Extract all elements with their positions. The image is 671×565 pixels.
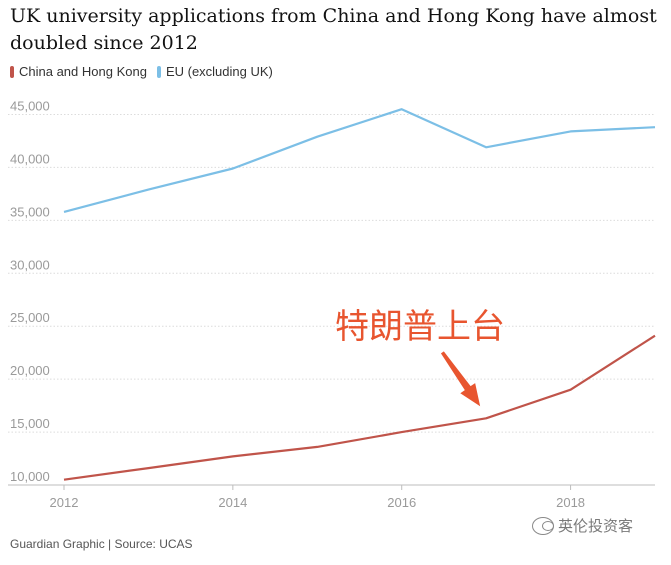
x-tick-label: 2012 bbox=[50, 495, 79, 510]
series-line-eu bbox=[63, 108, 656, 213]
y-axis: 10,000 15,000 20,000 25,000 30,000 35,000 40,0… bbox=[10, 98, 50, 484]
series-line-china bbox=[63, 334, 656, 481]
y-tick-label: 15,000 bbox=[10, 416, 50, 431]
legend-swatch-china bbox=[10, 65, 14, 78]
annotation-text: 特朗普上台 bbox=[335, 307, 505, 347]
watermark: 英伦投资客 bbox=[532, 515, 633, 536]
y-tick-label: 10,000 bbox=[10, 469, 50, 484]
legend-label-eu: EU (excluding UK) bbox=[165, 64, 273, 79]
y-tick-label: 30,000 bbox=[10, 257, 50, 272]
annotation: 特朗普上台 bbox=[335, 307, 505, 407]
wechat-icon bbox=[532, 516, 554, 535]
y-tick-label: 20,000 bbox=[10, 363, 50, 378]
x-tick-label: 2014 bbox=[218, 495, 247, 510]
y-tick-label: 25,000 bbox=[10, 310, 50, 325]
y-tick-label: 45,000 bbox=[10, 98, 50, 113]
x-axis: 2012 2014 2016 2018 bbox=[50, 485, 585, 510]
legend-swatch-eu bbox=[156, 65, 161, 78]
legend-label-china: China and Hong Kong bbox=[19, 64, 147, 79]
gridlines bbox=[8, 113, 655, 486]
watermark-text: 英伦投资客 bbox=[558, 518, 634, 535]
chart-title: UK university applications from China an… bbox=[10, 5, 657, 54]
legend: China and Hong Kong EU (excluding UK) bbox=[10, 64, 273, 79]
annotation-arrow bbox=[440, 351, 481, 407]
y-tick-label: 40,000 bbox=[10, 151, 50, 166]
x-tick-label: 2018 bbox=[556, 495, 585, 510]
source-note: Guardian Graphic | Source: UCAS bbox=[10, 537, 193, 551]
series-lines bbox=[63, 108, 656, 481]
y-tick-label: 35,000 bbox=[10, 204, 50, 219]
legend-item-eu: EU (excluding UK) bbox=[156, 64, 273, 79]
x-tick-label: 2016 bbox=[387, 495, 416, 510]
legend-item-china: China and Hong Kong bbox=[10, 64, 147, 79]
